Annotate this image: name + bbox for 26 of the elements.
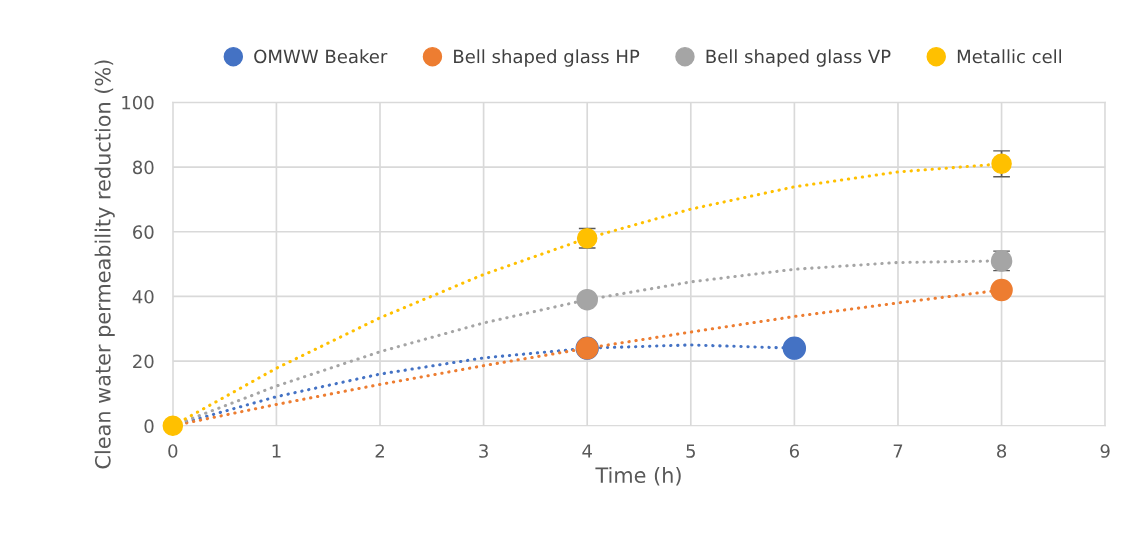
point [782,336,807,360]
x-tick-label: 6 [789,444,799,458]
x-tick-label: 5 [686,444,695,458]
x-tick-label: 0 [168,444,178,458]
legend-label: Bell shaped glass HP [454,49,640,67]
legend-label: Bell shaped glass VP [706,49,891,67]
y-tick-label: 40 [132,289,154,304]
legend-label: Metallic cell [957,49,1062,64]
x-tick-label: 3 [479,444,488,458]
point [990,278,1013,302]
x-tick-label: 2 [375,444,384,458]
x-tick-label: 1 [272,444,281,458]
point [162,415,184,437]
y-tick-label: 20 [133,354,154,369]
y-tick-label: 100 [122,95,154,110]
y-tick-label: 80 [133,160,154,175]
x-tick-label: 9 [1100,444,1110,458]
y-axis-title: Clean water permeability reduction (%) [94,60,115,469]
x-axis-title: Time (h) [595,466,681,486]
y-tick-label: 0 [144,419,154,433]
legend-label: OMWW Beaker [254,49,388,64]
x-tick-label: 7 [893,444,903,458]
x-tick-label: 4 [582,444,592,458]
point [576,288,598,311]
y-tick-label: 60 [133,225,154,239]
x-tick-label: 8 [997,444,1007,458]
